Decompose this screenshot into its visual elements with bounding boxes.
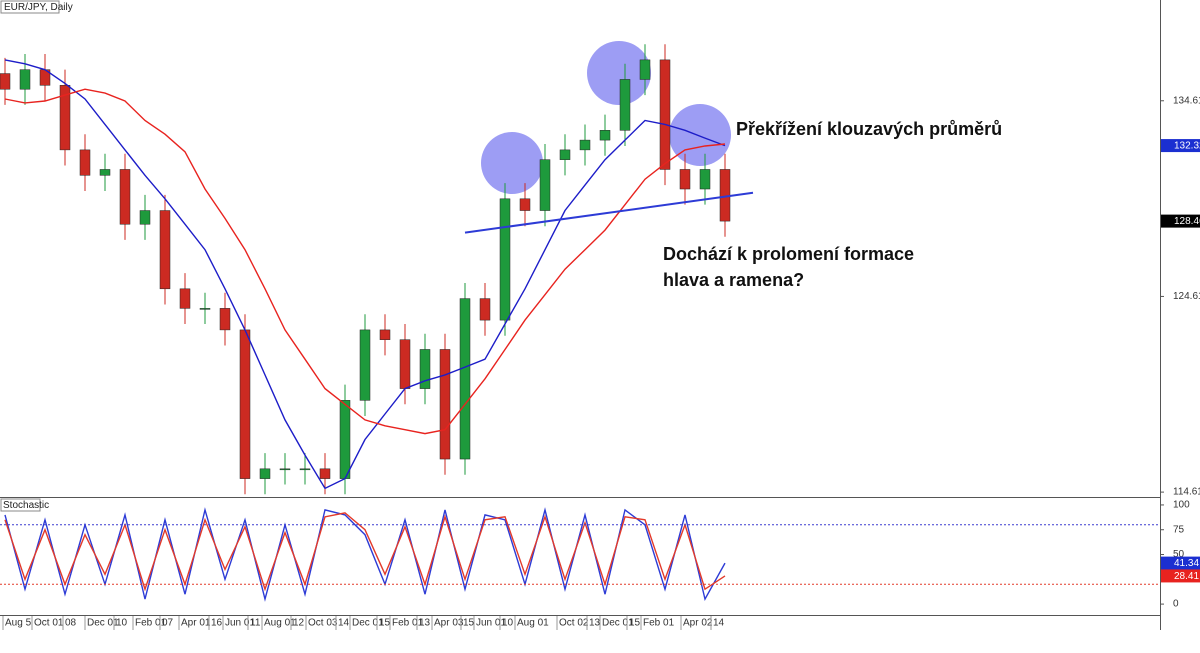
- candle-body: [179, 288, 191, 309]
- candle-body: [99, 169, 111, 176]
- candle-body: [359, 329, 371, 401]
- x-tick-label: Dec 01: [352, 618, 384, 629]
- candle-body: [299, 468, 311, 471]
- x-tick-label: 16: [211, 618, 223, 629]
- candle-body: [219, 308, 231, 331]
- value-tag: [1161, 569, 1200, 583]
- x-tick-label: 13: [419, 618, 431, 629]
- right-shoulder-circle: [669, 104, 731, 166]
- candle-body: [119, 169, 131, 225]
- candle-body: [639, 59, 651, 80]
- x-tick-label: 10: [502, 618, 514, 629]
- value-tag: [1161, 139, 1200, 153]
- candle-body: [479, 298, 491, 321]
- x-tick-label: Dec 01: [87, 618, 119, 629]
- candle-body: [439, 349, 451, 460]
- value-tag-label: 132.32: [1174, 141, 1200, 152]
- candle-body: [619, 79, 631, 131]
- x-tick-label: Apr 03: [434, 618, 464, 629]
- candle-body: [559, 149, 571, 160]
- x-tick-label: Dec 01: [602, 618, 634, 629]
- candle-body: [19, 69, 31, 90]
- candle-body: [339, 400, 351, 479]
- y-tick-label: 100: [1173, 500, 1190, 511]
- value-tag: [1161, 556, 1200, 570]
- y-tick-label: 114.61: [1173, 487, 1200, 498]
- candle-body: [239, 329, 251, 479]
- x-tick-label: Aug 01: [264, 618, 296, 629]
- candle-body: [79, 149, 91, 176]
- candle-body: [399, 339, 411, 389]
- y-tick-label: 75: [1173, 524, 1185, 535]
- x-tick-label: 12: [293, 618, 305, 629]
- value-tag-label: 28.41: [1174, 571, 1199, 582]
- x-tick-label: Aug 01: [517, 618, 549, 629]
- highlight-circles: [481, 41, 731, 194]
- series-line: [4, 59, 726, 490]
- candle-body: [699, 169, 711, 190]
- x-tick-label: Jun 01: [476, 618, 506, 629]
- x-tick-label: Apr 01: [181, 618, 211, 629]
- candle-body: [159, 210, 171, 290]
- series-line: [4, 507, 726, 602]
- x-tick-label: 15: [379, 618, 391, 629]
- y-tick-label: 124.61: [1173, 291, 1200, 302]
- x-tick-label: Oct 03: [308, 618, 338, 629]
- annotation: hlava a ramena?: [663, 270, 804, 290]
- x-tick-label: 13: [589, 618, 601, 629]
- candle-body: [279, 468, 291, 471]
- candle-body: [259, 468, 271, 479]
- value-tag-label: 41.34: [1174, 558, 1199, 569]
- candle-body: [319, 468, 331, 479]
- x-tick-label: Apr 02: [683, 618, 713, 629]
- annotation: Překřížení klouzavých průměrů: [736, 119, 1002, 139]
- candle-body: [0, 73, 11, 90]
- series-line: [4, 88, 726, 435]
- y-tick-label: 134.61: [1173, 95, 1200, 106]
- candle-body: [599, 130, 611, 141]
- value-tag: [1161, 214, 1200, 228]
- candle-body: [199, 308, 211, 310]
- chart-title: EUR/JPY, Daily: [4, 2, 73, 13]
- candle-body: [539, 159, 551, 211]
- y-tick-label: 0: [1173, 599, 1179, 610]
- x-tick-label: Oct 01: [34, 618, 64, 629]
- x-tick-label: 15: [463, 618, 475, 629]
- x-tick-label: Feb 01: [135, 618, 167, 629]
- trend-line: [464, 191, 754, 234]
- x-tick-label: 08: [65, 618, 77, 629]
- x-tick-label: 14: [338, 618, 350, 629]
- x-tick-label: Feb 01: [643, 618, 675, 629]
- x-tick-label: 14: [713, 618, 725, 629]
- x-tick-label: 11: [250, 618, 261, 629]
- x-tick-label: Aug 5: [5, 618, 32, 629]
- x-tick-label: Jun 01: [225, 618, 255, 629]
- candle-body: [419, 349, 431, 389]
- x-tick-label: 15: [629, 618, 641, 629]
- x-tick-label: Oct 02: [559, 618, 589, 629]
- title-box: [0, 0, 60, 14]
- x-tick-label: 10: [116, 618, 128, 629]
- stoch-title: Stochastic: [3, 500, 49, 511]
- y-tick-label: 50: [1173, 549, 1185, 560]
- candle-body: [499, 198, 511, 321]
- candle-body: [459, 298, 471, 460]
- left-shoulder-circle: [481, 132, 543, 194]
- stoch-title-box: [0, 498, 41, 512]
- candle-body: [139, 210, 151, 225]
- candle-body: [59, 85, 71, 151]
- candle-body: [519, 198, 531, 211]
- head-circle: [587, 41, 651, 105]
- x-tick-label: 07: [162, 618, 174, 629]
- annotation: Dochází k prolomení formace: [663, 244, 914, 264]
- candle-body: [659, 59, 671, 170]
- candle-body: [679, 169, 691, 190]
- candle-body: [379, 329, 391, 340]
- value-tag-label: 128.46: [1174, 216, 1200, 227]
- candle-body: [579, 139, 591, 151]
- x-tick-label: Feb 01: [392, 618, 424, 629]
